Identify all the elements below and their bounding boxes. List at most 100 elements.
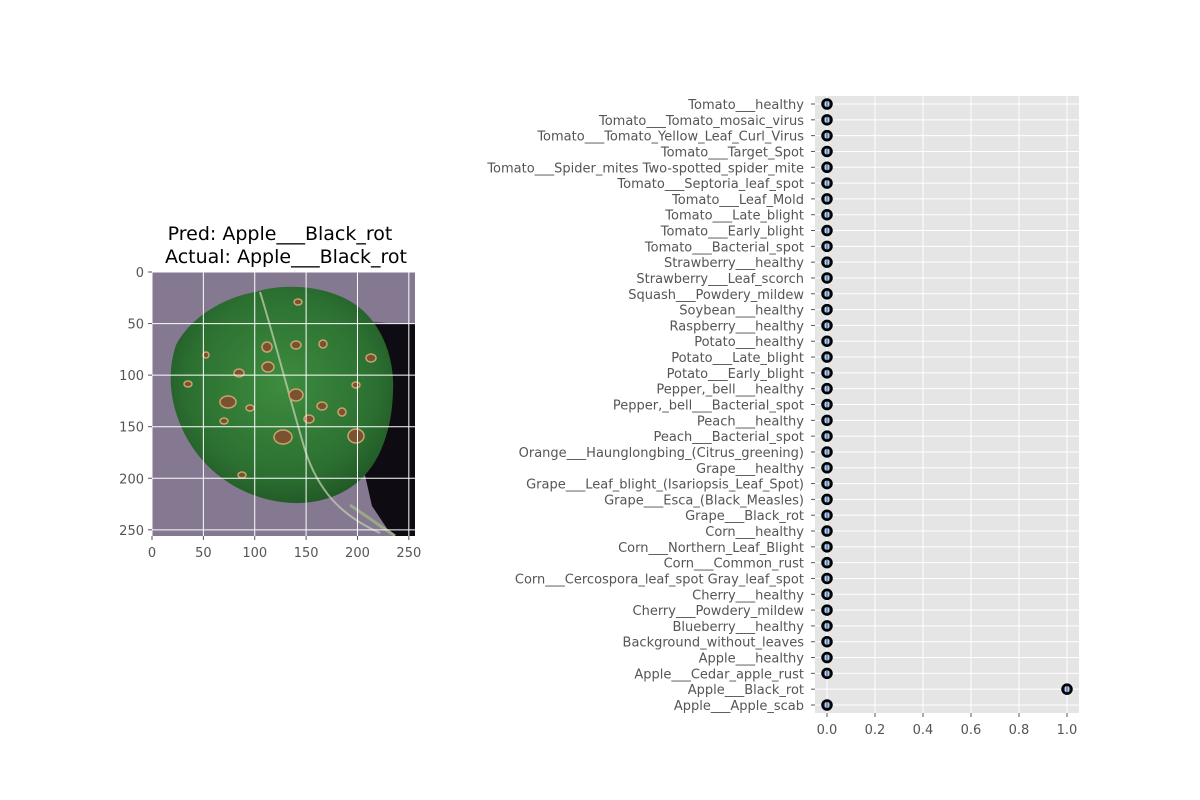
probability-point: [821, 208, 833, 221]
probability-point: [821, 588, 833, 601]
probability-point: [821, 303, 833, 316]
class-label: Raspberry___healthy: [670, 319, 805, 334]
leaf-shape: [170, 286, 394, 504]
plot-x-tick-label: 1.0: [1057, 723, 1078, 738]
class-label: Orange___Haunglongbing_(Citrus_greening): [519, 446, 804, 461]
probability-point: [821, 335, 833, 347]
class-label: Tomato___Bacterial_spot: [644, 240, 804, 255]
image-x-tick-label: 0: [148, 546, 156, 561]
class-label: Pepper,_bell___healthy: [656, 383, 804, 398]
class-label: Corn___Cercospora_leaf_spot Gray_leaf_sp…: [515, 572, 804, 587]
probability-point: [821, 256, 833, 268]
class-label: Peach___Bacterial_spot: [654, 430, 804, 445]
class-label: Tomato___Tomato_Yellow_Leaf_Curl_Virus: [536, 130, 804, 145]
image-ticks: 0 50 100 150 200 250 0 50 100 150 200 250: [119, 266, 421, 561]
image-x-tick-label: 100: [242, 546, 267, 561]
class-label: Strawberry___healthy: [664, 256, 804, 271]
probability-tick-labels: 0.0 0.2 0.4 0.6 0.8 1.0: [817, 713, 1078, 738]
image-y-tick-label: 50: [127, 318, 144, 333]
image-x-tick-label: 50: [195, 546, 212, 561]
leaf-photo: [152, 272, 415, 536]
class-label: Potato___healthy: [694, 335, 804, 350]
probability-point: [821, 114, 833, 126]
probability-point: [821, 635, 833, 648]
probability-point: [821, 193, 833, 205]
probability-point: [821, 525, 833, 537]
probability-point: [821, 541, 833, 553]
rot-spots: [183, 298, 377, 479]
image-y-tick-label: 100: [119, 369, 144, 384]
class-label: Tomato___Spider_mites Two-spotted_spider…: [486, 161, 804, 176]
image-title-line-1: Pred: Apple___Black_rot: [168, 223, 393, 245]
class-label: Strawberry___Leaf_scorch: [636, 272, 804, 287]
probability-point: [821, 556, 833, 569]
class-label: Tomato___Tomato_mosaic_virus: [598, 114, 804, 129]
plot-x-tick-label: 0.2: [865, 723, 886, 738]
class-label: Grape___Leaf_blight_(Isariopsis_Leaf_Spo…: [526, 478, 804, 493]
class-label: Peach___healthy: [697, 414, 804, 429]
probability-point: [821, 398, 833, 411]
image-panel: Pred: Apple___Black_rot Actual: Apple___…: [119, 223, 421, 561]
class-label: Tomato___Leaf_Mold: [671, 193, 804, 208]
class-label: Blueberry___healthy: [672, 620, 804, 635]
probability-point: [821, 572, 833, 585]
class-label: Cherry___healthy: [692, 588, 804, 603]
class-label: Apple___healthy: [699, 652, 805, 667]
class-label: Squash___Powdery_mildew: [628, 288, 804, 303]
class-label: Background_without_leaves: [623, 636, 805, 651]
class-label: Pepper,_bell___Bacterial_spot: [613, 399, 804, 414]
image-x-tick-label: 200: [345, 546, 370, 561]
probability-point: [821, 161, 833, 174]
plot-x-tick-label: 0.0: [817, 723, 838, 738]
class-label: Grape___Black_rot: [685, 509, 804, 524]
probability-point: [821, 667, 833, 680]
class-label: Tomato___Late_blight: [664, 209, 804, 224]
leaf-midrib: [259, 291, 381, 534]
probability-point: [821, 446, 833, 458]
probability-point: [821, 272, 833, 284]
class-label: Grape___Esca_(Black_Measles): [604, 493, 804, 508]
dark-shadow: [330, 300, 415, 536]
class-label: Soybean___healthy: [679, 304, 804, 319]
class-label: Tomato___Early_blight: [660, 225, 804, 240]
probability-point: [821, 651, 833, 664]
class-label: Corn___Common_rust: [664, 557, 804, 572]
probability-point: [821, 493, 833, 506]
probability-point: [821, 462, 833, 474]
class-label: Tomato___healthy: [687, 98, 804, 113]
probability-point: [821, 604, 833, 616]
class-label: Cherry___Powdery_mildew: [633, 604, 805, 619]
probability-point: [821, 145, 833, 158]
probability-point: [1061, 683, 1073, 695]
class-label: Apple___Black_rot: [688, 683, 804, 698]
probability-point: [821, 382, 833, 395]
probability-point: [821, 620, 833, 632]
image-x-tick-label: 250: [396, 546, 421, 561]
class-label: Corn___healthy: [705, 525, 804, 540]
class-label: Tomato___Septoria_leaf_spot: [616, 177, 804, 192]
probability-point: [821, 477, 833, 490]
probability-point: [821, 699, 833, 711]
probability-point: [821, 224, 833, 237]
probability-point: [821, 351, 833, 363]
plot-x-tick-label: 0.6: [961, 723, 982, 738]
plot-x-tick-label: 0.8: [1009, 723, 1030, 738]
class-label: Apple___Cedar_apple_rust: [634, 667, 804, 682]
probability-point: [821, 430, 833, 442]
image-title-line-2: Actual: Apple___Black_rot: [165, 246, 407, 268]
class-label: Apple___Apple_scab: [674, 699, 804, 714]
class-label: Tomato___Target_Spot: [660, 145, 804, 160]
image-y-tick-label: 150: [119, 421, 144, 436]
probability-point: [821, 509, 833, 521]
probability-point: [821, 367, 833, 379]
probability-point: [821, 319, 833, 332]
plot-gridlines: [815, 96, 1079, 713]
class-label: Grape___healthy: [696, 462, 804, 477]
plot-x-tick-label: 0.4: [913, 723, 934, 738]
probability-panel: Apple___Apple_scabApple___Black_rotApple…: [486, 96, 1079, 738]
image-y-tick-label: 200: [119, 472, 144, 487]
image-y-tick-label: 0: [136, 266, 144, 281]
image-x-tick-label: 150: [294, 546, 319, 561]
class-label: Potato___Late_blight: [671, 351, 804, 366]
